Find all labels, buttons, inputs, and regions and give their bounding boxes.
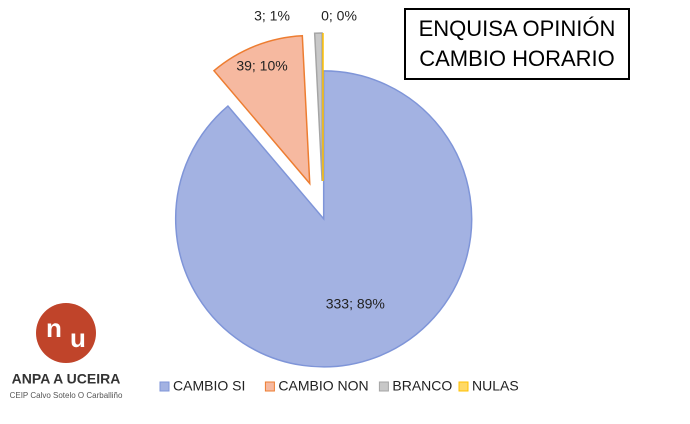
- legend-label: NULAS: [472, 378, 519, 394]
- data-label: 0; 0%: [321, 8, 357, 24]
- logo: n u ANPA A UCEIRA CEIP Calvo Sotelo O Ca…: [10, 303, 123, 400]
- data-label: 39; 10%: [236, 58, 287, 74]
- logo-circle: [36, 303, 96, 363]
- logo-subtitle: CEIP Calvo Sotelo O Carballiño: [10, 391, 123, 400]
- logo-title: ANPA A UCEIRA: [12, 371, 121, 387]
- logo-mark: n: [46, 313, 62, 343]
- data-label: 3; 1%: [254, 8, 290, 24]
- pie-slice: [313, 32, 323, 182]
- legend-label: BRANCO: [392, 378, 452, 394]
- pie-slice: [212, 34, 311, 186]
- legend-swatch: [159, 381, 170, 392]
- legend-swatch: [378, 381, 389, 392]
- data-label: 333; 89%: [326, 296, 385, 312]
- legend-swatch: [264, 381, 275, 392]
- chart-title: ENQUISA OPINIÓN CAMBIO HORARIO: [404, 8, 630, 80]
- legend-label: CAMBIO NON: [278, 378, 368, 394]
- pie-slice: [174, 70, 473, 368]
- logo-mark: u: [70, 323, 86, 353]
- legend-swatch: [458, 381, 469, 392]
- legend-label: CAMBIO SI: [173, 378, 245, 394]
